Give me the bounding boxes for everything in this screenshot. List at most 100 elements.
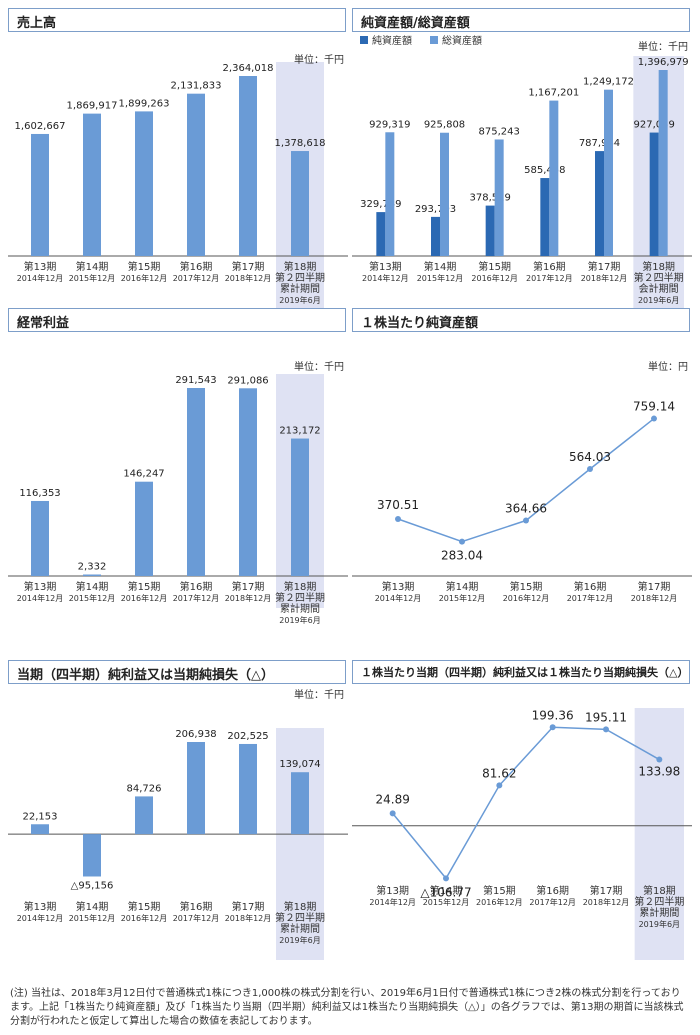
panel-header: １株当たり純資産額 (352, 308, 690, 332)
category-label: 第17期 (232, 900, 265, 913)
bar-value-label: 293,793 (415, 204, 456, 215)
point-value-label: 81.62 (482, 766, 516, 780)
panel-header: 純資産額/総資産額 (352, 8, 690, 32)
category-date-label: 2015年12月 (423, 897, 470, 907)
category-label: 第13期 (24, 260, 57, 273)
data-point (603, 726, 609, 733)
category-label: 第18期 (284, 900, 317, 913)
category-date-label: 2019年6月 (279, 615, 320, 625)
category-label: 第２四半期 (634, 271, 684, 284)
panel-header: １株当たり当期（四半期）純利益又は１株当たり当期純損失（△） (352, 660, 690, 684)
bar-value-label: 1,167,201 (528, 88, 579, 99)
category-label: 第16期 (180, 260, 213, 273)
category-date-label: 2014年12月 (17, 273, 64, 283)
category-label: 第14期 (76, 900, 109, 913)
bar (595, 151, 604, 256)
category-date-label: 2014年12月 (17, 913, 64, 923)
data-point (651, 415, 657, 422)
category-date-label: 2015年12月 (69, 273, 116, 283)
category-label: 第15期 (128, 580, 161, 593)
category-date-label: 2018年12月 (225, 593, 272, 603)
bar (239, 743, 257, 835)
point-value-label: 370.51 (377, 498, 419, 512)
footnote: (注) 当社は、2018年3月12日付で普通株式1株につき1,000株の株式分割… (10, 988, 684, 1027)
point-value-label: 564.03 (569, 450, 611, 464)
bar (549, 100, 559, 257)
chart-title: 当期（四半期）純利益又は当期純損失（△） (17, 668, 274, 683)
category-label: 第18期 (642, 260, 675, 273)
bar-value-label: 2,332 (78, 561, 107, 572)
category-label: 第18期 (284, 260, 317, 273)
data-point (656, 756, 663, 763)
bar (604, 89, 613, 256)
chart-title: 純資産額/総資産額 (361, 16, 470, 31)
category-label: 第15期 (128, 260, 161, 273)
chart-title: １株当たり当期（四半期）純利益又は１株当たり当期純損失（△） (361, 666, 689, 679)
bar-value-label: 22,153 (23, 811, 58, 822)
category-label: 第16期 (180, 580, 213, 593)
point-value-label: 283.04 (441, 549, 483, 563)
category-label: 第13期 (24, 900, 57, 913)
data-point (459, 538, 465, 545)
category-date-label: 2017年12月 (526, 273, 573, 283)
category-label: 第14期 (430, 884, 463, 897)
net-income-chart-panel: 当期（四半期）純利益又は当期純損失（△） 単位：千円 第13期 2014年12月 第1… (8, 660, 348, 970)
bar (485, 205, 495, 256)
bar (291, 772, 309, 835)
bar (239, 388, 257, 576)
point-value-label: 24.89 (375, 792, 409, 806)
data-point (443, 875, 449, 882)
bar-value-label: 378,519 (469, 193, 510, 204)
point-value-label: △106.77 (420, 885, 471, 899)
legend-swatch (430, 36, 438, 44)
bar (135, 796, 153, 835)
category-date-label: 2018年12月 (583, 897, 630, 907)
category-label: 第17期 (232, 260, 265, 273)
category-date-label: 2017年12月 (173, 593, 220, 603)
category-date-label: 2015年12月 (69, 913, 116, 923)
category-date-label: 2014年12月 (369, 897, 416, 907)
bar (31, 500, 49, 576)
category-label: 第17期 (232, 580, 265, 593)
category-date-label: 2019年6月 (639, 919, 680, 929)
chart-title: 経常利益 (17, 316, 70, 331)
bar-value-label: 875,243 (478, 126, 519, 137)
bar (494, 139, 504, 256)
category-date-label: 2015年12月 (69, 593, 116, 603)
bar-value-label: 1,249,172 (583, 77, 634, 88)
bar (83, 834, 101, 877)
bar (658, 70, 668, 256)
category-label: 会計期間 (639, 282, 679, 295)
category-date-label: 2018年12月 (631, 593, 678, 603)
category-date-label: 2016年12月 (121, 913, 168, 923)
category-date-label: 2014年12月 (17, 593, 64, 603)
unit-label: 単位：円 (648, 360, 688, 373)
bar (431, 216, 440, 256)
category-label: 第16期 (536, 884, 569, 897)
bar-value-label: 1,378,618 (275, 138, 326, 149)
bar (291, 151, 309, 256)
category-date-label: 2017年12月 (173, 273, 220, 283)
bar (187, 742, 205, 835)
eps-chart-panel: １株当たり当期（四半期）純利益又は１株当たり当期純損失（△） 第13期 2014年… (352, 660, 692, 970)
category-label: 累計期間 (280, 282, 320, 295)
bar (540, 178, 550, 256)
unit-label: 単位：千円 (294, 360, 344, 373)
bar-value-label: 927,059 (633, 120, 674, 131)
bar (291, 438, 309, 576)
category-label: 第15期 (510, 580, 543, 593)
bar (440, 132, 449, 256)
bar-value-label: 291,543 (175, 375, 216, 386)
point-value-label: 195.11 (585, 710, 627, 724)
category-label: 第15期 (483, 884, 516, 897)
point-value-label: 133.98 (638, 765, 680, 779)
data-point (587, 465, 593, 472)
category-date-label: 2015年12月 (417, 273, 464, 283)
bar-value-label: 2,364,018 (223, 63, 274, 74)
data-point (523, 517, 529, 524)
bar (376, 212, 386, 256)
data-point (389, 810, 396, 817)
